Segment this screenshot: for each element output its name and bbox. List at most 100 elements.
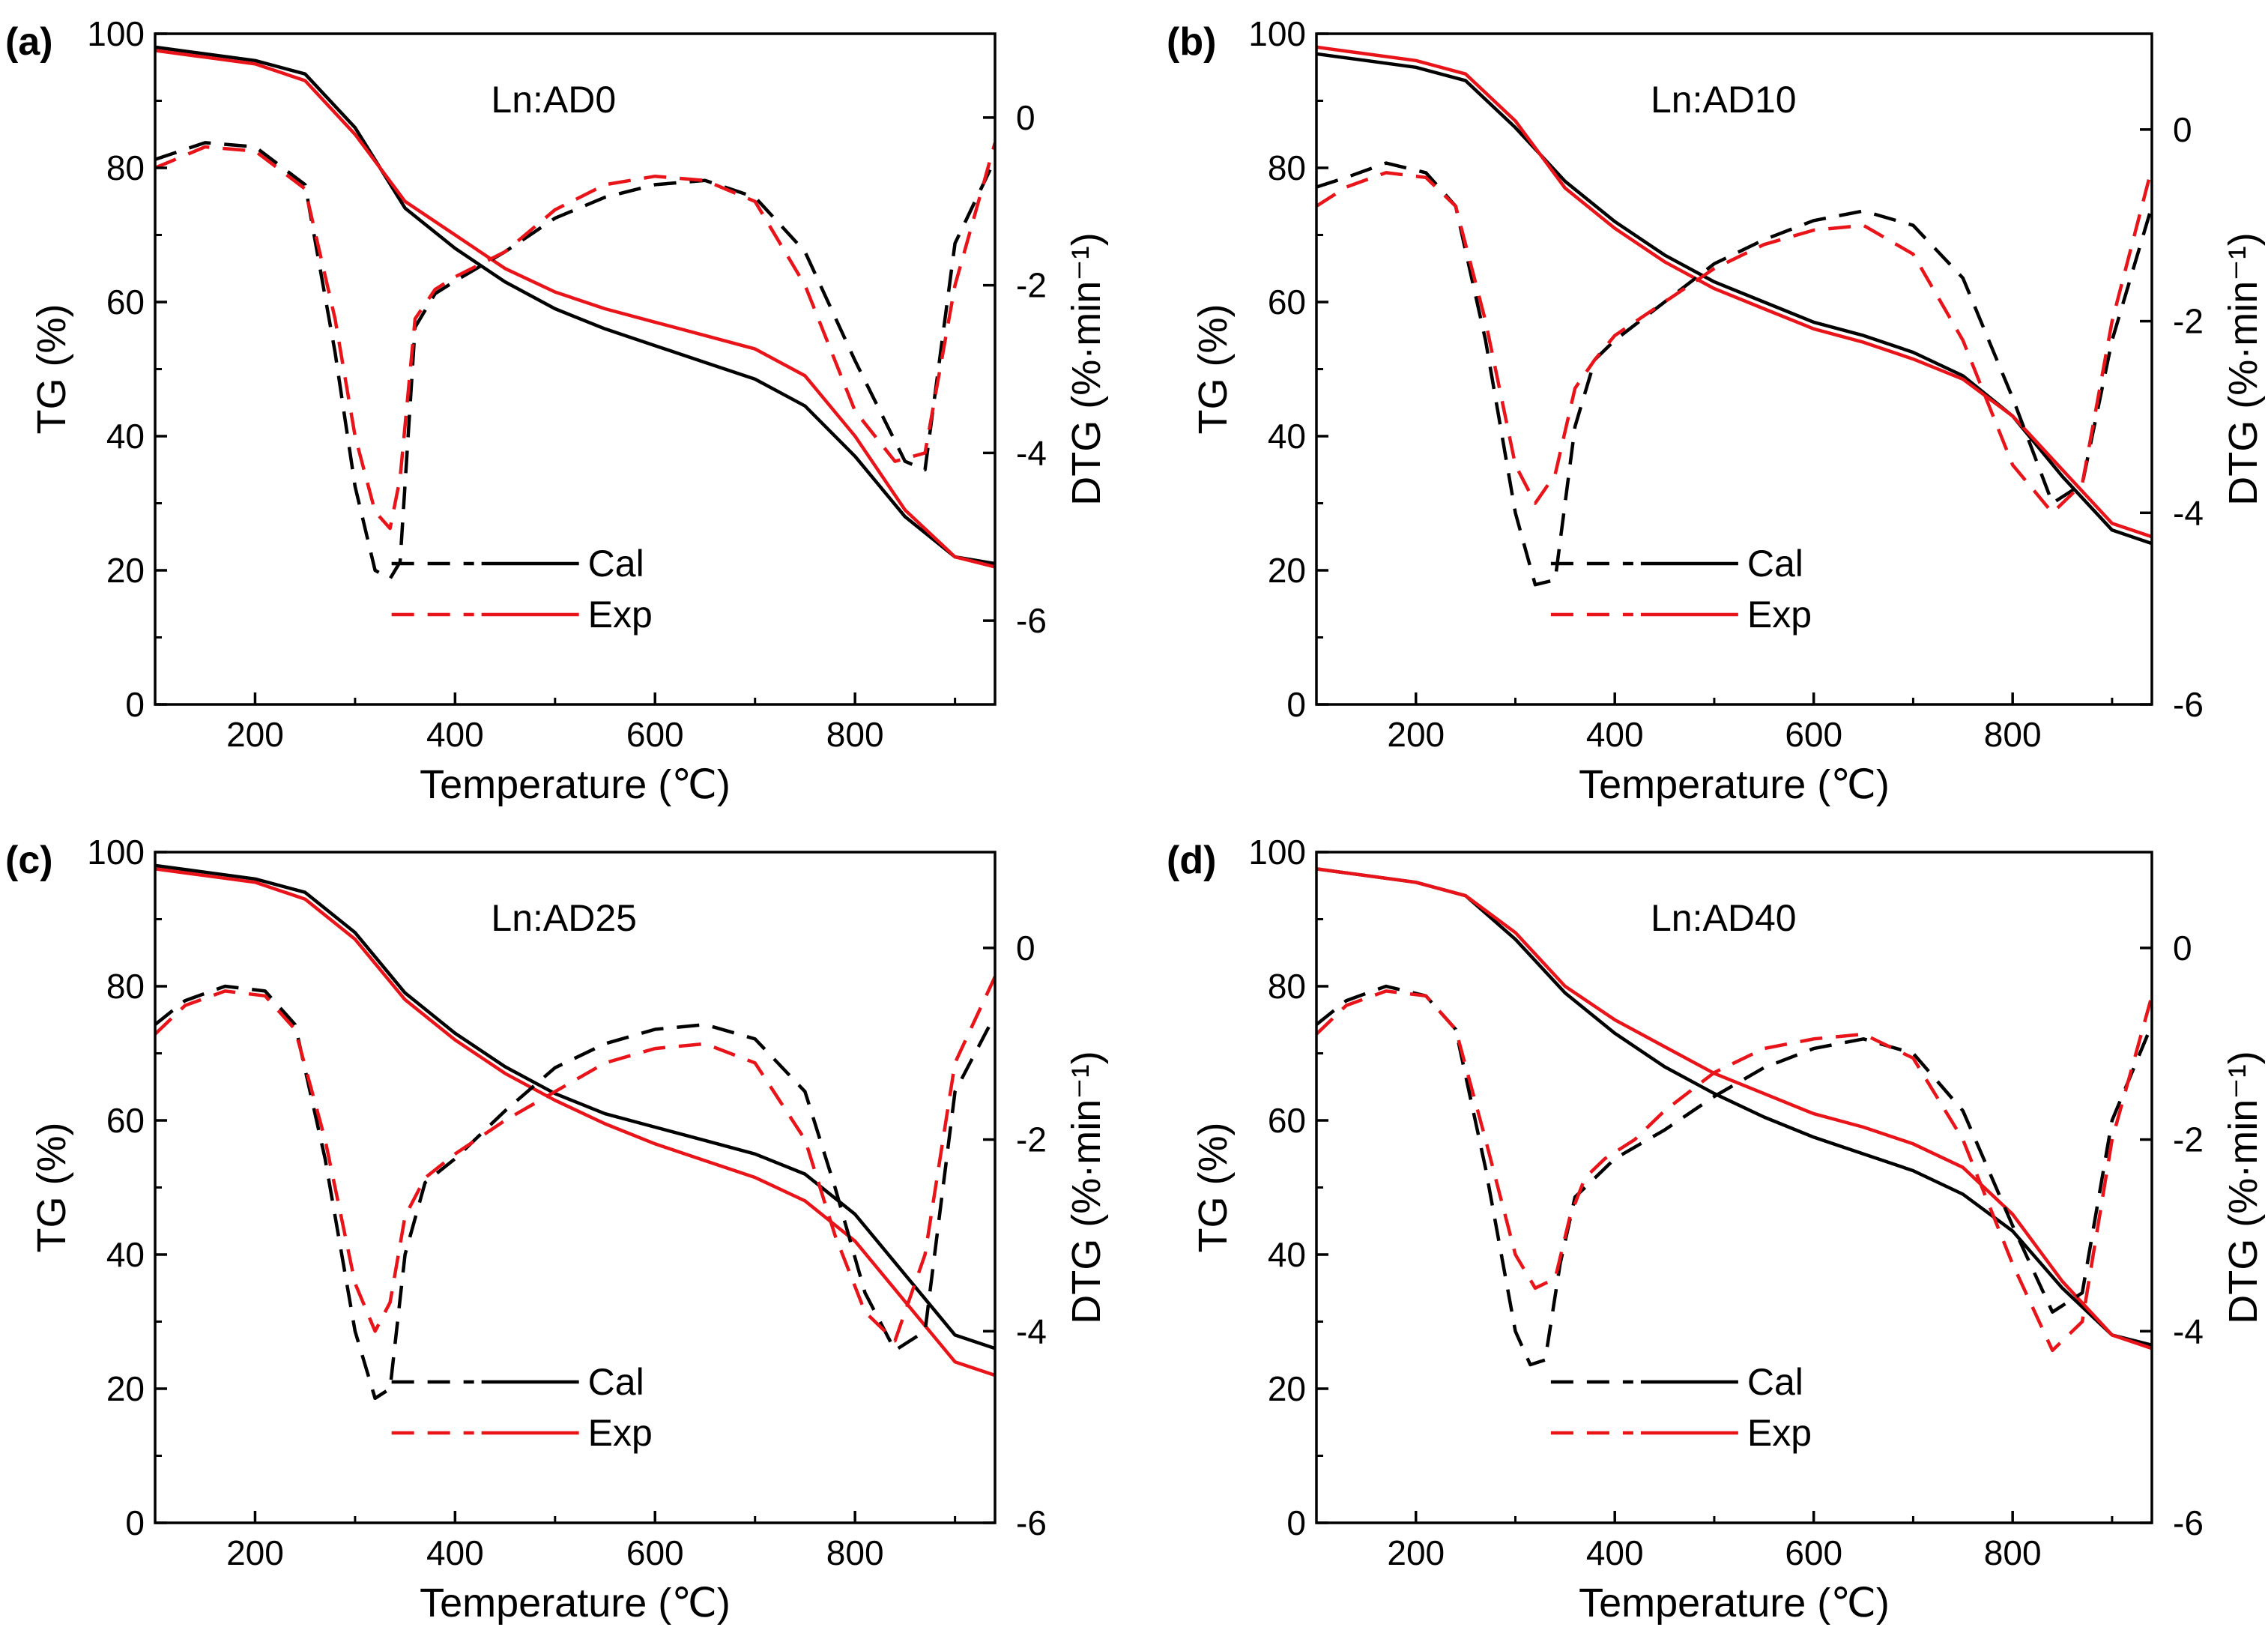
- y-tick-label: 80: [106, 148, 145, 187]
- y2-axis-label: DTG (%·min⁻¹): [1064, 1051, 1109, 1323]
- y-tick-label: 20: [1268, 551, 1306, 590]
- y2-tick-label: -2: [1016, 266, 1047, 305]
- x-axis-label: Temperature (℃): [420, 1581, 731, 1626]
- x-tick-label: 600: [1785, 1533, 1842, 1572]
- y-tick-label: 60: [1268, 1101, 1306, 1140]
- legend-label-cal: Cal: [1747, 1361, 1803, 1403]
- x-tick-label: 400: [1586, 1533, 1644, 1572]
- y2-tick-label: -6: [1016, 601, 1047, 640]
- y-tick-label: 40: [106, 417, 145, 456]
- y2-tick-label: -2: [2173, 1120, 2204, 1159]
- x-tick-label: 400: [426, 1533, 484, 1572]
- y2-tick-label: -2: [2173, 302, 2204, 341]
- y-tick-label: 60: [1268, 283, 1306, 322]
- series-exp-tg: [1316, 867, 2152, 1350]
- panel-title: Ln:AD10: [1651, 79, 1797, 121]
- legend-label-cal: Cal: [588, 1361, 644, 1403]
- series-cal-dtg: [155, 984, 995, 1401]
- x-tick-label: 800: [826, 715, 884, 754]
- x-tick-label: 200: [226, 715, 284, 754]
- x-tick-label: 400: [1586, 715, 1644, 754]
- y-tick-label: 0: [125, 685, 145, 724]
- y-tick-label: 100: [1248, 14, 1306, 53]
- y-tick-label: 80: [106, 967, 145, 1006]
- series-cal-dtg: [1316, 984, 2152, 1367]
- legend-label-exp: Exp: [588, 1412, 653, 1454]
- y2-axis-label: DTG (%·min⁻¹): [2221, 232, 2266, 505]
- y-tick-label: 80: [1268, 967, 1306, 1006]
- panel-d: 200 400 600 800 0 20 40 60 80 100 0 -2 -4 -6 Temperatu…: [1167, 833, 2266, 1626]
- legend-label-exp: Exp: [588, 594, 653, 636]
- y-tick-label: 80: [1268, 148, 1306, 187]
- y-axis-label: TG (%): [1191, 1123, 1236, 1253]
- y-tick-label: 20: [1268, 1369, 1306, 1408]
- panel-c: 200 400 600 800 0 20 40 60 80 100 0 -2 -4 -6 Temperatu…: [5, 833, 1109, 1626]
- series-cal-tg: [155, 863, 995, 1350]
- x-tick-label: 200: [1387, 1533, 1445, 1572]
- y2-tick-label: -2: [1016, 1120, 1047, 1159]
- y-tick-label: 60: [106, 1101, 145, 1140]
- y2-axis-label: DTG (%·min⁻¹): [1064, 232, 1109, 505]
- series-exp-tg: [155, 49, 995, 569]
- panel-title: Ln:AD40: [1651, 897, 1797, 939]
- panel-title: Ln:AD0: [491, 79, 616, 121]
- y-tick-label: 20: [106, 551, 145, 590]
- legend-label-exp: Exp: [1747, 1412, 1812, 1454]
- x-tick-label: 200: [1387, 715, 1445, 754]
- series-exp-dtg: [1316, 989, 2152, 1353]
- panel-b: 200 400 600 800 0 20 40 60 80 100 0 -2 -4 -6 Temperatu…: [1167, 14, 2266, 807]
- series-group: [155, 863, 995, 1401]
- series-cal-dtg: [155, 141, 995, 581]
- x-tick-label: 800: [1984, 1533, 2042, 1572]
- y2-tick-label: 0: [2173, 929, 2192, 968]
- y2-tick-label: -6: [2173, 1503, 2204, 1542]
- y-tick-label: 100: [87, 14, 145, 53]
- legend-label-exp: Exp: [1747, 594, 1812, 636]
- panel-label: (a): [5, 20, 53, 64]
- y-tick-label: 0: [1286, 1503, 1306, 1542]
- y-tick-label: 100: [1248, 833, 1306, 872]
- series-cal-tg: [155, 45, 995, 566]
- x-tick-label: 800: [826, 1533, 884, 1572]
- y2-tick-label: -4: [2173, 493, 2204, 532]
- panel-a: 200 400 600 800 0 20 40 60 80 100 0 -2 -4 -6 Temperatu…: [5, 14, 1109, 807]
- y2-tick-label: -6: [2173, 685, 2204, 724]
- panel-title: Ln:AD25: [491, 897, 637, 939]
- x-tick-label: 600: [626, 1533, 684, 1572]
- x-axis-label: Temperature (℃): [1579, 762, 1890, 807]
- y-tick-label: 40: [1268, 1235, 1306, 1274]
- panel-label: (b): [1167, 20, 1216, 64]
- y-tick-label: 60: [106, 283, 145, 322]
- y-tick-label: 0: [1286, 685, 1306, 724]
- series-group: [1316, 867, 2152, 1367]
- series-exp-dtg: [1316, 167, 2152, 515]
- x-axis-label: Temperature (℃): [1579, 1581, 1890, 1626]
- panel-label: (d): [1167, 839, 1216, 882]
- y-axis-label: TG (%): [29, 1123, 74, 1253]
- y-axis-label: TG (%): [1191, 304, 1236, 435]
- y-tick-label: 100: [87, 833, 145, 872]
- series-exp-tg: [1316, 45, 2152, 539]
- panel-label: (c): [5, 839, 53, 882]
- series-group: [1316, 45, 2152, 587]
- x-tick-label: 800: [1984, 715, 2042, 754]
- series-exp-tg: [155, 867, 995, 1377]
- y-tick-label: 40: [1268, 417, 1306, 456]
- y-tick-label: 0: [125, 1503, 145, 1542]
- y-tick-label: 40: [106, 1235, 145, 1274]
- y-axis-label: TG (%): [29, 304, 74, 435]
- y2-tick-label: -6: [1016, 1503, 1047, 1542]
- x-tick-label: 400: [426, 715, 484, 754]
- y2-tick-label: 0: [1016, 98, 1035, 137]
- x-axis-label: Temperature (℃): [420, 762, 731, 807]
- x-tick-label: 600: [626, 715, 684, 754]
- y2-tick-label: 0: [1016, 929, 1035, 968]
- y2-tick-label: -4: [1016, 1312, 1047, 1350]
- y2-tick-label: -4: [2173, 1312, 2204, 1350]
- x-tick-label: 200: [226, 1533, 284, 1572]
- legend-label-cal: Cal: [588, 543, 644, 585]
- legend-label-cal: Cal: [1747, 543, 1803, 585]
- series-group: [155, 45, 995, 581]
